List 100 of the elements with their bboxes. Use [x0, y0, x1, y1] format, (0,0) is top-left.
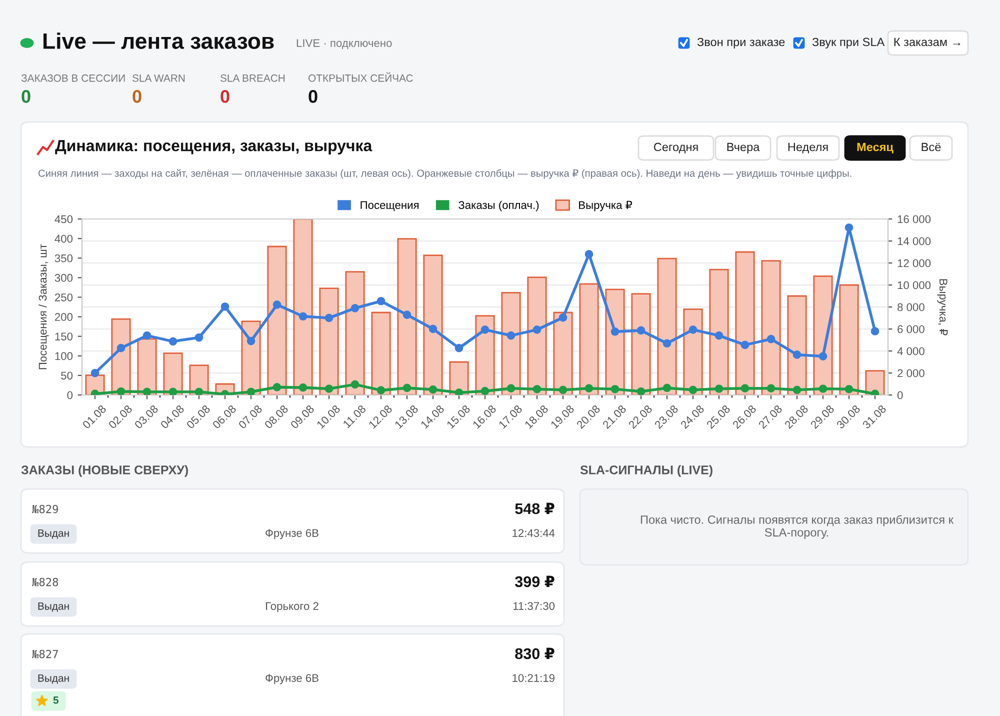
bar — [397, 238, 417, 395]
bar — [371, 312, 391, 395]
text: 0 — [22, 90, 30, 103]
text: 11:37:30 — [513, 602, 555, 610]
point — [480, 326, 490, 334]
bar — [267, 246, 287, 395]
text: SLA WARN — [132, 74, 185, 82]
text: Горького 2 — [266, 602, 318, 612]
text: 10:21:19 — [512, 674, 554, 682]
text: Звук при SLA — [812, 38, 885, 48]
legend-label: Посещения — [360, 201, 419, 212]
text: Пока чисто. Сигналы появятся когда заказ приблизится к SLA-порогу. — [640, 515, 954, 539]
text: Звон при заказе — [697, 38, 785, 48]
text: Сегодня — [654, 142, 698, 154]
bar — [761, 260, 781, 395]
chart-title: Динамика: посещения, заказы, выручка — [55, 140, 372, 154]
y-tick-label: 250 — [54, 293, 73, 302]
point — [116, 344, 126, 352]
point — [298, 312, 308, 321]
point — [350, 380, 360, 389]
point — [506, 384, 516, 393]
bar — [293, 219, 313, 395]
point — [142, 331, 152, 340]
point — [740, 384, 750, 393]
text: ЗАКАЗЫ (НОВЫЕ СВЕРХУ) — [21, 465, 188, 477]
point — [766, 334, 776, 344]
text: 0 — [308, 90, 318, 103]
point — [662, 339, 672, 348]
point — [662, 384, 672, 392]
y2-tick-label: 10 000 — [898, 281, 931, 290]
text: 12:43:44 — [512, 529, 555, 537]
point — [480, 386, 490, 395]
bar — [709, 268, 729, 395]
text: 0 — [220, 90, 230, 103]
bar — [579, 283, 599, 395]
text: 548 ₽ — [515, 502, 554, 514]
point — [610, 384, 620, 394]
point — [558, 386, 568, 394]
bar — [319, 288, 339, 395]
point — [454, 388, 464, 395]
point — [298, 383, 308, 392]
point — [272, 300, 282, 309]
point — [818, 352, 828, 360]
legend-label: Выручка ₽ — [579, 200, 632, 212]
text: SLA-СИГНАЛЫ (LIVE) — [580, 465, 712, 477]
text: №827 — [32, 650, 58, 658]
text: №828 — [32, 578, 58, 586]
text: 830 ₽ — [515, 648, 554, 660]
text: Неделя — [788, 142, 828, 154]
point — [636, 387, 646, 395]
bar — [501, 292, 521, 395]
y2-tick-label: 12 000 — [898, 259, 931, 268]
point — [194, 333, 204, 342]
text: Live — лента заказов — [43, 32, 274, 49]
point — [194, 388, 204, 395]
y2-tick-label: 0 — [897, 391, 903, 400]
bar — [631, 293, 651, 395]
bar — [787, 295, 807, 395]
y2-tick-label: 4 000 — [897, 347, 924, 356]
text: Месяц — [857, 142, 894, 154]
y-tick-label: 150 — [55, 332, 73, 340]
y-tick-label: 350 — [54, 254, 73, 262]
point — [350, 304, 360, 312]
y2-tick-label: 14 000 — [898, 237, 931, 246]
point — [402, 310, 412, 319]
point — [688, 386, 698, 394]
point — [844, 384, 854, 394]
point — [272, 383, 282, 392]
text: 5 — [53, 696, 59, 704]
point — [636, 326, 646, 335]
point — [454, 344, 464, 352]
point — [584, 384, 594, 393]
y2-tick-label: 8 000 — [898, 303, 924, 312]
y-tick-label: 200 — [54, 313, 73, 321]
point — [740, 340, 750, 350]
y-tick-label: 450 — [54, 215, 73, 224]
y-tick-label: 300 — [54, 274, 73, 282]
point — [376, 386, 386, 394]
y-axis-title: Посещения / Заказы, шт — [38, 244, 49, 370]
text: К заказам → — [894, 38, 960, 46]
text: 399 ₽ — [514, 576, 554, 588]
point — [766, 384, 776, 393]
text: LIVE · подключено — [296, 39, 392, 50]
bar — [527, 276, 547, 395]
text: Выдан — [38, 530, 69, 539]
text: Выдан — [38, 674, 69, 684]
point — [116, 387, 126, 395]
point — [870, 327, 880, 336]
y2-tick-label: 16 000 — [898, 215, 931, 224]
y2-axis-title: Выручка, ₽ — [937, 279, 948, 336]
legend-label: Заказы (оплач.) — [458, 200, 539, 212]
bar — [657, 258, 677, 395]
bar — [137, 338, 157, 395]
y-tick-label: 400 — [54, 234, 73, 243]
point — [428, 385, 438, 394]
y2-tick-label: 6 000 — [898, 325, 924, 334]
point — [584, 250, 594, 258]
point — [402, 384, 412, 392]
text: №829 — [32, 504, 58, 514]
text: Выдан — [38, 602, 69, 612]
